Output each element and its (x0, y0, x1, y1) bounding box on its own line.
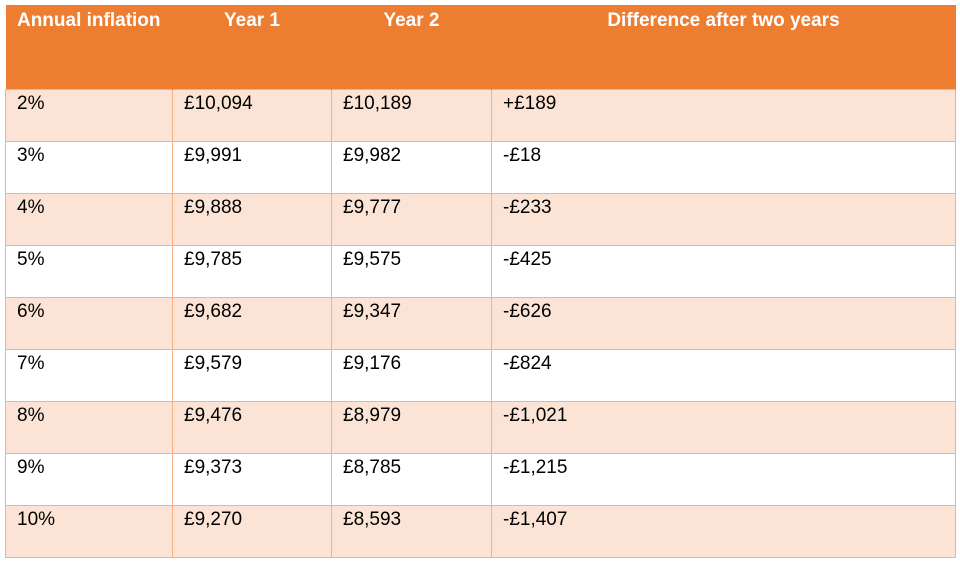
cell-year-1: £9,579 (172, 348, 332, 402)
table-row: 8% £9,476 £8,979 -£1,021 (5, 400, 956, 454)
cell-inflation: 8% (5, 400, 173, 454)
cell-year-2: £8,785 (331, 452, 492, 506)
cell-year-1: £10,094 (172, 88, 332, 142)
cell-year-1: £9,373 (172, 452, 332, 506)
cell-difference: -£626 (491, 296, 956, 350)
header-year-1: Year 1 (172, 5, 332, 89)
cell-year-2: £9,575 (331, 244, 492, 298)
cell-year-1: £9,888 (172, 192, 332, 246)
header-difference: Difference after two years (491, 5, 956, 89)
cell-year-1: £9,270 (172, 504, 332, 558)
cell-difference: +£189 (491, 88, 956, 142)
cell-year-2: £8,979 (331, 400, 492, 454)
table-row: 2% £10,094 £10,189 +£189 (5, 88, 956, 142)
table-row: 5% £9,785 £9,575 -£425 (5, 244, 956, 298)
table-body: 2% £10,094 £10,189 +£189 3% £9,991 £9,982 -£18 4… (5, 88, 956, 558)
cell-year-1: £9,991 (172, 140, 332, 194)
cell-year-2: £8,593 (331, 504, 492, 558)
cell-difference: -£1,021 (491, 400, 956, 454)
cell-difference: -£233 (491, 192, 956, 246)
table-row: 3% £9,991 £9,982 -£18 (5, 140, 956, 194)
cell-year-2: £9,777 (331, 192, 492, 246)
table-row: 7% £9,579 £9,176 -£824 (5, 348, 956, 402)
cell-inflation: 7% (5, 348, 173, 402)
inflation-table: Annual inflation Year 1 Year 2 Differenc… (5, 5, 956, 558)
table-row: 6% £9,682 £9,347 -£626 (5, 296, 956, 350)
cell-inflation: 2% (5, 88, 173, 142)
cell-difference: -£425 (491, 244, 956, 298)
header-annual-inflation: Annual inflation (5, 5, 173, 89)
header-year-2: Year 2 (331, 5, 492, 89)
cell-year-2: £10,189 (331, 88, 492, 142)
header-row: Annual inflation Year 1 Year 2 Differenc… (5, 5, 956, 89)
table-row: 10% £9,270 £8,593 -£1,407 (5, 504, 956, 558)
table-row: 9% £9,373 £8,785 -£1,215 (5, 452, 956, 506)
cell-difference: -£1,215 (491, 452, 956, 506)
cell-inflation: 5% (5, 244, 173, 298)
cell-inflation: 4% (5, 192, 173, 246)
cell-year-2: £9,982 (331, 140, 492, 194)
cell-inflation: 9% (5, 452, 173, 506)
cell-difference: -£824 (491, 348, 956, 402)
cell-inflation: 6% (5, 296, 173, 350)
cell-year-1: £9,785 (172, 244, 332, 298)
cell-year-2: £9,176 (331, 348, 492, 402)
cell-year-1: £9,476 (172, 400, 332, 454)
cell-difference: -£18 (491, 140, 956, 194)
table-row: 4% £9,888 £9,777 -£233 (5, 192, 956, 246)
cell-inflation: 3% (5, 140, 173, 194)
cell-difference: -£1,407 (491, 504, 956, 558)
cell-year-1: £9,682 (172, 296, 332, 350)
cell-year-2: £9,347 (331, 296, 492, 350)
cell-inflation: 10% (5, 504, 173, 558)
